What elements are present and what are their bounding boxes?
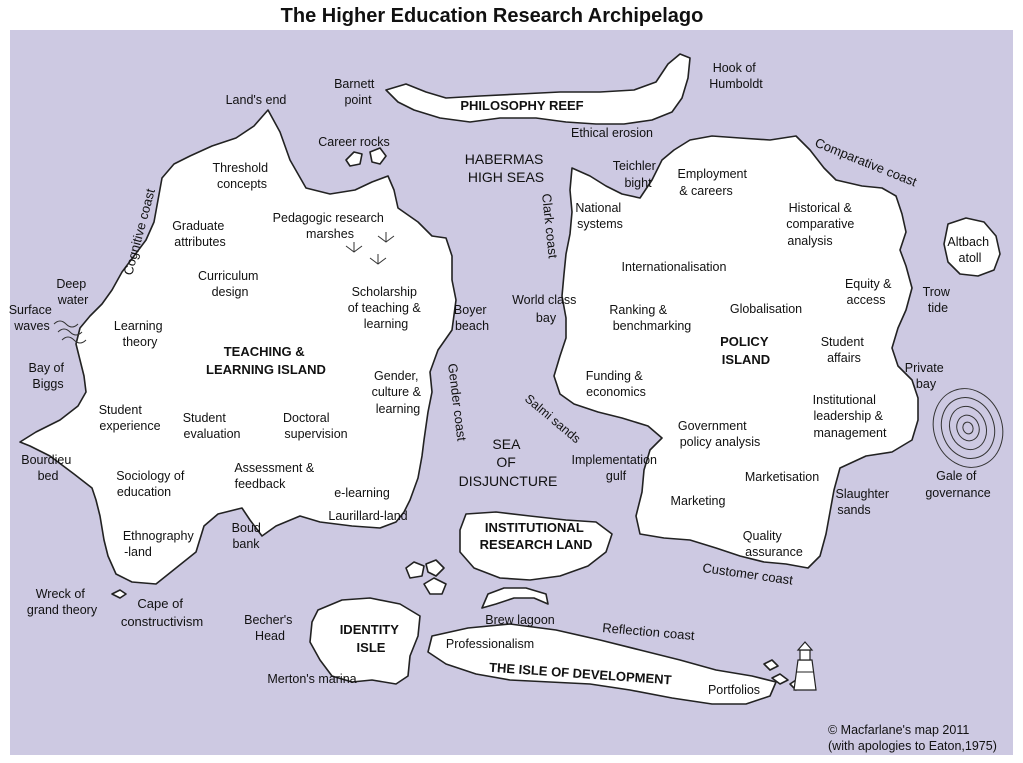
habermas-high-seas: HABERMAS HIGH SEAS <box>465 151 547 185</box>
mertons-marina: Merton's marina <box>267 672 356 686</box>
e-learning: e-learning <box>334 486 390 500</box>
student-experience: Student experience <box>99 403 161 433</box>
altbach-atoll-label: Altbach atoll <box>947 235 992 265</box>
philosophy-reef <box>385 53 691 125</box>
career-rocks: Career rocks <box>318 135 390 149</box>
student-affairs: Student affairs <box>821 335 868 365</box>
curriculum-design: Curriculum design <box>198 269 262 299</box>
bechers-head: Becher's Head <box>244 613 296 643</box>
trow-tide: Trow tide <box>923 285 954 315</box>
marketisation: Marketisation <box>745 470 819 484</box>
implementation-gulf: Implementation gulf <box>572 453 661 483</box>
gender-culture-learning: Gender, culture & learning <box>372 369 425 416</box>
gale-spiral-icon <box>932 388 1004 468</box>
student-evaluation: Student evaluation <box>183 411 241 441</box>
historical-comparative: Historical & comparative analysis <box>786 201 858 248</box>
ranking-benchmarking: Ranking & benchmarking <box>609 303 691 333</box>
employment-careers: Employment & careers <box>678 167 751 198</box>
internationalisation: Internationalisation <box>622 260 727 274</box>
cape-of-constructivism: Cape of constructivism <box>121 596 203 629</box>
ethical-erosion: Ethical erosion <box>571 126 653 140</box>
brew-lagoon: Brew lagoon <box>485 613 555 627</box>
marsh-reeds-icon <box>345 232 395 265</box>
portfolios: Portfolios <box>708 683 760 697</box>
institutional-leadership: Institutional leadership & management <box>813 393 887 440</box>
islet <box>425 559 445 577</box>
pedagogic-research-marshes: Pedagogic research marshes <box>273 211 388 241</box>
islet <box>763 659 779 671</box>
deep-water: Deep water <box>56 277 89 307</box>
islet <box>771 673 789 685</box>
professionalism: Professionalism <box>446 637 534 651</box>
policy-island-name: POLICY ISLAND <box>720 334 772 367</box>
learning-theory: Learning theory <box>114 319 166 349</box>
boud-bank: Boud bank <box>232 521 265 551</box>
surface-waves-icon <box>53 320 87 344</box>
marketing: Marketing <box>671 494 726 508</box>
surface-waves: Surface waves <box>9 303 56 333</box>
sociology-of-education: Sociology of education <box>116 469 188 499</box>
map-credit: © Macfarlane's map 2011 (with apologies … <box>828 723 997 753</box>
globalisation: Globalisation <box>730 302 802 316</box>
ethnography-land: Ethnography -land <box>123 529 197 559</box>
funding-economics: Funding & economics <box>586 369 646 399</box>
barnett-point: Barnett point <box>334 77 378 107</box>
career-rock <box>369 147 387 165</box>
brew-lagoon-island <box>481 587 549 609</box>
teichler-bight: Teichler bight <box>613 159 660 190</box>
lands-end: Land's end <box>226 93 287 107</box>
boyer-beach: Boyer beach <box>454 303 490 333</box>
policy-island <box>553 135 919 569</box>
doctoral-supervision: Doctoral supervision <box>283 411 348 441</box>
identity-isle <box>309 597 421 685</box>
career-rock <box>345 151 363 167</box>
bourdieu-bed: Bourdieu bed <box>21 453 75 483</box>
sea-of-disjuncture: SEA OF DISJUNCTURE <box>459 436 558 489</box>
islet <box>405 561 425 579</box>
hook-of-humboldt: Hook of Humboldt <box>709 61 763 91</box>
altbach-atoll <box>943 217 1001 277</box>
map-title: The Higher Education Research Archipelag… <box>281 5 704 27</box>
isle-of-development <box>427 623 777 705</box>
assessment-feedback: Assessment & feedback <box>234 461 317 491</box>
institutional-land-name: INSTITUTIONAL RESEARCH LAND <box>480 520 593 552</box>
laurillard-land: Laurillard-land <box>328 509 407 523</box>
national-systems: National systems <box>575 201 624 231</box>
world-class-bay: World class bay <box>512 293 580 325</box>
identity-isle-name: IDENTITY ISLE <box>340 622 403 655</box>
graduate-attributes: Graduate attributes <box>172 219 228 249</box>
equity-access: Equity & access <box>845 277 895 307</box>
private-bay: Private bay <box>905 361 947 391</box>
wreck-of-grand-theory: Wreck of grand theory <box>27 587 98 617</box>
teaching-island-name: TEACHING & LEARNING ISLAND <box>206 344 326 377</box>
islet <box>111 589 127 599</box>
slaughter-sands: Slaughter sands <box>836 487 893 517</box>
lighthouse-icon <box>793 641 817 691</box>
quality-assurance: Quality assurance <box>743 529 803 559</box>
threshold-concepts: Threshold concepts <box>212 161 271 191</box>
gale-of-governance: Gale of governance <box>925 469 990 500</box>
clark-coast: Clark coast <box>539 193 561 260</box>
government-policy-analysis: Government policy analysis <box>678 419 760 449</box>
institutional-research-land <box>459 511 613 581</box>
scholarship-of-teaching: Scholarship of teaching & learning <box>348 285 424 331</box>
teaching-learning-island <box>19 109 457 585</box>
philosophy-reef-name: PHILOSOPHY REEF <box>460 98 583 113</box>
islet <box>423 577 447 595</box>
bay-of-biggs: Bay of Biggs <box>29 361 68 391</box>
